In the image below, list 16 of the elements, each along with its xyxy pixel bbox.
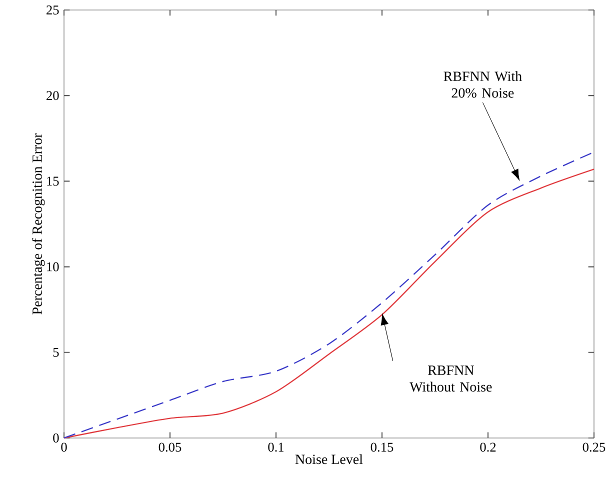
annotation: RBFNN Without Noise	[410, 366, 492, 392]
y-tick-label: 15	[47, 176, 59, 186]
x-tick-label: 0	[61, 442, 67, 452]
y-tick-label: 10	[47, 262, 59, 272]
y-tick-label: 5	[53, 348, 59, 357]
x-tick-label: 0.15	[370, 442, 394, 452]
annotation: RBFNN With 20% Noise	[444, 71, 522, 98]
y-tick-label: 25	[46, 6, 59, 14]
x-axis-title: Noise Level	[295, 454, 363, 464]
x-tick-label: 0.25	[582, 442, 606, 452]
y-tick-label: 0	[53, 433, 59, 442]
x-tick-label: 0.2	[480, 442, 496, 452]
x-tick-label: 0.1	[268, 442, 284, 452]
x-tick-label: 0.05	[158, 442, 182, 452]
y-tick-label: 20	[46, 91, 59, 100]
y-axis-title: Percentage of Recognition Error	[32, 133, 45, 314]
